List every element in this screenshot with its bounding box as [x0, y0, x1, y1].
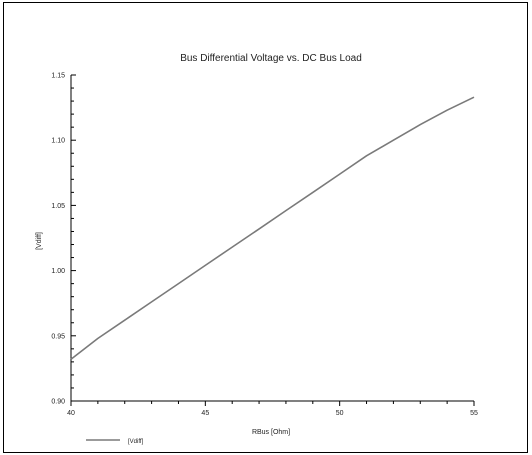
y-tick-label: 0.90: [51, 399, 65, 406]
series-line-vdiff: [70, 96, 475, 360]
legend: [Vdiff]: [86, 439, 144, 445]
line-chart: Bus Differential Voltage vs. DC Bus Load…: [36, 53, 478, 445]
y-tick-label: 1.15: [51, 73, 65, 80]
y-tick-label: 1.00: [51, 268, 65, 275]
y-axis-label: [Vdiff]: [36, 232, 43, 250]
y-axis-ticks: 0.90 0.95 1.00 1.05 1.10 1.15: [51, 73, 76, 406]
legend-label: [Vdiff]: [128, 439, 144, 445]
plot-axes: [70, 75, 474, 402]
chart-frame: Bus Differential Voltage vs. DC Bus Load…: [3, 2, 528, 453]
x-axis-label: RBus [Ohm]: [252, 429, 290, 436]
y-tick-label: 1.10: [51, 138, 65, 145]
x-axis-ticks: 40 45 50 55: [67, 401, 478, 417]
x-tick-label: 45: [201, 410, 209, 417]
x-tick-label: 40: [67, 410, 75, 417]
series-layer: [70, 96, 475, 360]
chart-title: Bus Differential Voltage vs. DC Bus Load: [180, 53, 362, 64]
x-tick-label: 50: [336, 410, 344, 417]
y-tick-label: 0.95: [51, 333, 65, 340]
x-tick-label: 55: [470, 410, 478, 417]
y-tick-label: 1.05: [51, 203, 65, 210]
